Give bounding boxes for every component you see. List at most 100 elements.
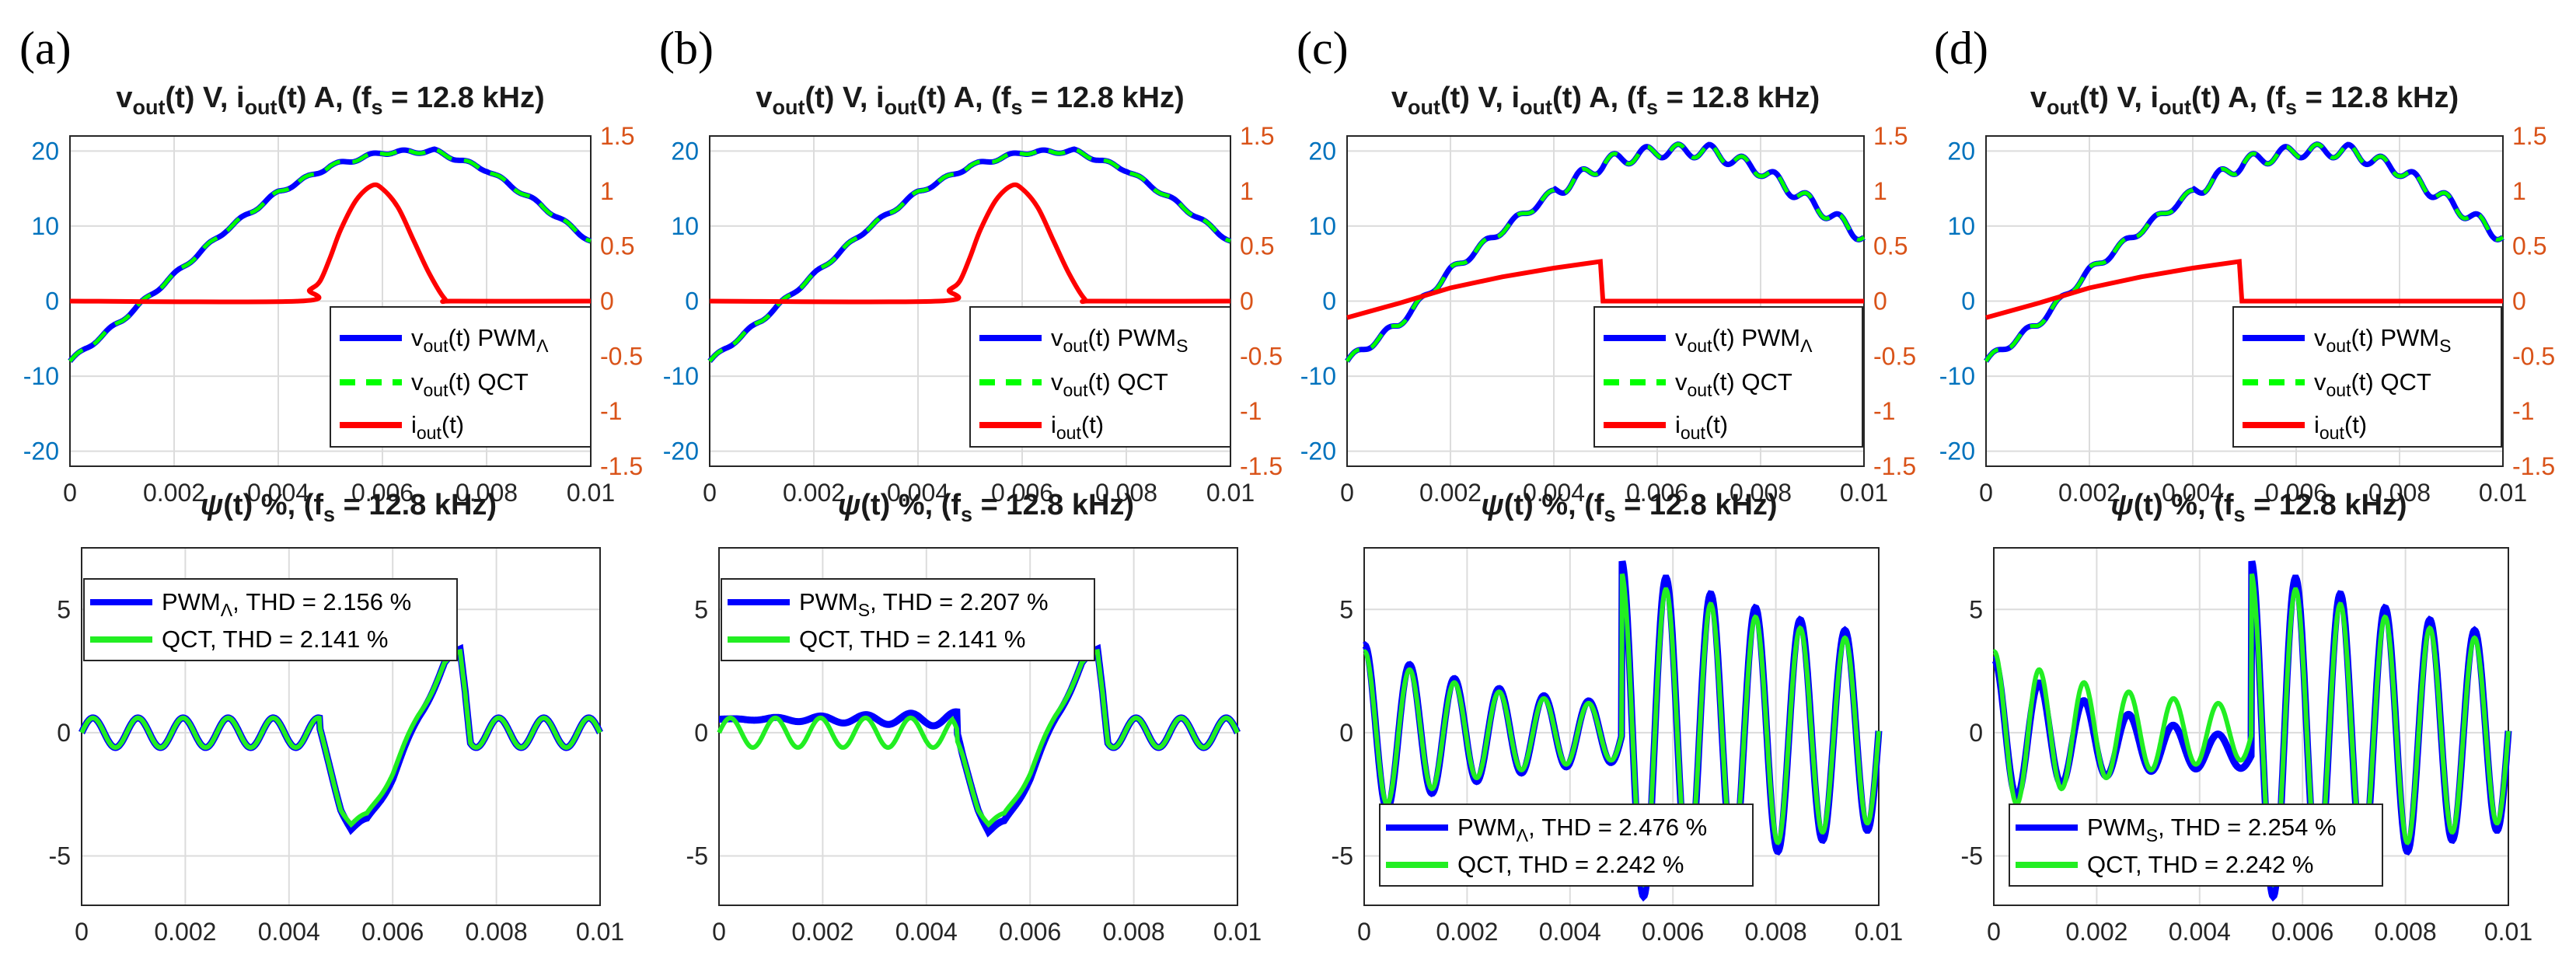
- top-y2tick-label: -1: [2512, 397, 2534, 425]
- bottom-xtick-label: 0.01: [2484, 918, 2532, 946]
- top-xtick-label: 0.006: [351, 479, 414, 507]
- bottom-xtick-label: 0: [1357, 918, 1371, 946]
- top-y2tick-label: 0.5: [2512, 232, 2546, 260]
- bottom-xtick-label: 0.006: [1642, 918, 1704, 946]
- top-xtick-label: 0.008: [1095, 479, 1157, 507]
- top-y2tick-label: -1: [600, 397, 622, 425]
- top-y2tick-label: 1.5: [600, 122, 634, 150]
- top-xtick-label: 0: [1979, 479, 1993, 507]
- top-ytick-label: 10: [671, 212, 699, 240]
- legend-psi-pwm-label: PWMΛ, THD = 2.156 %: [162, 588, 411, 620]
- top-ytick-label: 20: [1308, 137, 1336, 165]
- vout-iout-chart-a: (a) vout(t) V, iout(t) A, (fs = 12.8 kHz)…: [19, 23, 643, 507]
- top-ytick-label: -10: [1939, 362, 1975, 390]
- psi-chart-a: ψ(t) %, (fs = 12.8 kHz) 0 0.002 0.004 0.006 0…: [49, 489, 625, 946]
- top-xtick-label: 0.002: [143, 479, 205, 507]
- bottom-ytick-label: -5: [49, 842, 71, 870]
- bottom-xtick-label: 0.01: [1213, 918, 1262, 946]
- psi-chart-d: ψ(t) %, (fs = 12.8 kHz) 0 0.002 0.004 0.006 0…: [1961, 489, 2533, 946]
- top-y2tick-label: 0: [600, 288, 614, 315]
- bottom-xtick-label: 0: [712, 918, 726, 946]
- top-y2tick-label: 0: [2512, 288, 2526, 315]
- top-y2tick-label: -0.5: [2512, 342, 2555, 370]
- panel-label: (c): [1297, 23, 1349, 74]
- top-y2tick-label: 1.5: [1873, 122, 1908, 150]
- psi-qct-line: [1363, 573, 1881, 888]
- legend-box: [1379, 803, 1754, 887]
- top-xtick-label: 0.006: [1626, 479, 1688, 507]
- chart-title: ψ(t) %, (fs = 12.8 kHz): [838, 489, 1134, 526]
- top-ytick-label: 0: [685, 288, 699, 315]
- bottom-xtick-label: 0.01: [576, 918, 624, 946]
- legend-psi-qct-label: QCT, THD = 2.242 %: [1457, 851, 1684, 878]
- bottom-xtick-label: 0.004: [258, 918, 320, 946]
- legend-iout-label: iout(t): [1675, 411, 1728, 443]
- chart-title: ψ(t) %, (fs = 12.8 kHz): [2110, 489, 2407, 526]
- vout-qct-line: [1345, 142, 1866, 363]
- legend-vout-pwm-label: vout(t) PWMS: [1051, 324, 1188, 356]
- top-y2tick-label: -1.5: [1240, 452, 1283, 480]
- top-y2tick-label: 0.5: [1240, 232, 1274, 260]
- psi-qct-line: [717, 648, 1240, 828]
- top-ytick-label: 10: [1947, 212, 1975, 240]
- psi-chart-c: ψ(t) %, (fs = 12.8 kHz) 0 0.002 0.004 0.006 0…: [1332, 489, 1904, 946]
- bottom-ytick-label: 0: [1339, 719, 1353, 747]
- top-y2tick-label: 1: [2512, 177, 2526, 205]
- bottom-axes-box: [1363, 547, 1880, 906]
- top-ytick-label: 0: [45, 288, 59, 315]
- legend-box: [83, 578, 458, 661]
- legend-psi-pwm-label: PWMS, THD = 2.254 %: [2087, 814, 2337, 845]
- legend-vout-pwm-label: vout(t) PWMΛ: [1675, 324, 1813, 356]
- legend-vout-qct-label: vout(t) QCT: [2314, 368, 2431, 400]
- top-y2tick-label: -1.5: [2512, 452, 2555, 480]
- top-y2tick-label: 0: [1240, 288, 1254, 315]
- top-y2tick-label: 0: [1873, 288, 1887, 315]
- top-xtick-label: 0: [1340, 479, 1354, 507]
- vout-qct-line: [708, 147, 1231, 363]
- legend-vout-qct-label: vout(t) QCT: [411, 368, 529, 400]
- bottom-xtick-label: 0.008: [2375, 918, 2437, 946]
- bottom-xtick-label: 0.004: [895, 918, 958, 946]
- top-ytick-label: -20: [663, 437, 699, 465]
- bottom-xtick-label: 0.002: [1436, 918, 1498, 946]
- vout-iout-chart-d: (d) vout(t) V, iout(t) A, (fs = 12.8 kHz)…: [1934, 23, 2555, 507]
- top-ytick-label: -10: [23, 362, 59, 390]
- legend-vout-pwm-label: vout(t) PWMΛ: [411, 324, 549, 356]
- chart-title: vout(t) V, iout(t) A, (fs = 12.8 kHz): [2030, 82, 2459, 119]
- top-ytick-label: -10: [663, 362, 699, 390]
- top-ytick-label: -10: [1300, 362, 1336, 390]
- bottom-ytick-label: 0: [694, 719, 708, 747]
- top-xtick-label: 0.002: [2058, 479, 2120, 507]
- panel-label: (a): [19, 23, 72, 74]
- top-ytick-label: 0: [1322, 288, 1336, 315]
- bottom-ytick-label: 0: [57, 719, 71, 747]
- top-y2tick-label: 1.5: [1240, 122, 1274, 150]
- bottom-xtick-label: 0.004: [2169, 918, 2231, 946]
- legend-box: [721, 578, 1095, 661]
- bottom-ytick-label: 5: [57, 595, 71, 623]
- top-y2tick-label: 1: [600, 177, 614, 205]
- top-ytick-label: 10: [31, 212, 59, 240]
- top-xtick-label: 0.004: [2162, 479, 2224, 507]
- legend-iout-label: iout(t): [2314, 411, 2367, 443]
- psi-chart-b: ψ(t) %, (fs = 12.8 kHz) 0 0.002 0.004 0.006 0…: [686, 489, 1262, 946]
- bottom-xtick-label: 0.002: [2065, 918, 2127, 946]
- bottom-xtick-label: 0.002: [154, 918, 216, 946]
- top-xtick-label: 0.004: [887, 479, 949, 507]
- bottom-xtick-label: 0: [1987, 918, 2001, 946]
- bottom-xtick-label: 0.002: [791, 918, 853, 946]
- top-xtick-label: 0.004: [247, 479, 309, 507]
- bottom-xtick-label: 0.006: [2271, 918, 2333, 946]
- psi-qct-line: [1992, 573, 2511, 888]
- vout-iout-chart-b: (b) vout(t) V, iout(t) A, (fs = 12.8 kHz)…: [659, 23, 1283, 507]
- top-ytick-label: 10: [1308, 212, 1336, 240]
- panel-label: (b): [659, 23, 714, 74]
- iout-line: [709, 182, 1231, 305]
- top-xtick-label: 0: [63, 479, 77, 507]
- vout-iout-chart-c: (c) vout(t) V, iout(t) A, (fs = 12.8 kHz)…: [1297, 23, 1916, 507]
- top-xtick-label: 0.01: [1206, 479, 1255, 507]
- vout-qct-line: [68, 147, 592, 363]
- top-xtick-label: 0.006: [2265, 479, 2327, 507]
- bottom-ytick-label: -5: [686, 842, 708, 870]
